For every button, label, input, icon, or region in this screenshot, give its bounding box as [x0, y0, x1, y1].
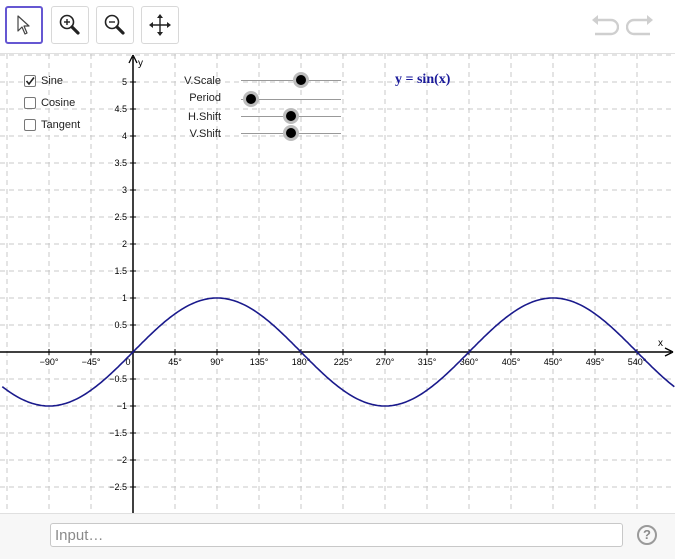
coordinate-plane[interactable]: x y −90° −45° 0 45° 90° 135° 180° 225° 270° 315° 360…: [0, 54, 675, 513]
y-tick-label: −1.5: [109, 428, 127, 438]
function-formula: y = sin(x): [395, 72, 451, 87]
redo-button[interactable]: [625, 12, 657, 40]
toolbar: [0, 0, 675, 54]
y-axis-arrow: [128, 54, 138, 64]
y-tick-label: 1: [122, 293, 127, 303]
x-tick-label: 450°: [544, 357, 563, 367]
x-tick-label: 45°: [168, 357, 182, 367]
y-tick-label: 1.5: [114, 266, 127, 276]
y-tick-label: −1: [117, 401, 127, 411]
y-tick-label: 2: [122, 239, 127, 249]
y-tick-label: 5: [122, 77, 127, 87]
input-bar: ?: [0, 513, 675, 559]
y-tick-label: 3: [122, 185, 127, 195]
sine-curve: [1, 297, 675, 407]
x-tick-label: −45°: [82, 357, 101, 367]
x-tick-label: 540°: [628, 357, 647, 367]
checkbox-tangent[interactable]: Tangent: [24, 117, 80, 133]
x-tick-label: 495°: [586, 357, 605, 367]
y-tick-label: 2.5: [114, 212, 127, 222]
x-axis-label: x: [658, 338, 663, 349]
x-tick-label: 90°: [210, 357, 224, 367]
slider-vshift-knob[interactable]: [283, 125, 299, 141]
move-arrows-icon: [149, 14, 171, 36]
graphics-view[interactable]: x y −90° −45° 0 45° 90° 135° 180° 225° 270° 315° 360…: [0, 54, 675, 513]
undo-button[interactable]: [588, 12, 620, 40]
check-icon: [25, 77, 35, 86]
checkbox-tangent-label: Tangent: [41, 119, 81, 131]
x-tick-label: 180°: [292, 357, 311, 367]
undo-icon: [592, 15, 619, 36]
y-tick-label: −0.5: [109, 374, 127, 384]
move-tool-button[interactable]: [5, 6, 43, 44]
y-tick-label: 4: [122, 131, 127, 141]
checkbox-cosine[interactable]: Cosine: [24, 95, 75, 111]
algebra-input[interactable]: [50, 523, 623, 547]
y-tick-label: −2: [117, 455, 127, 465]
x-axis-arrow: [664, 347, 674, 357]
x-tick-label: 315°: [418, 357, 437, 367]
y-axis-label: y: [138, 58, 143, 69]
x-tick-label: −90°: [40, 357, 59, 367]
slider-vscale-track[interactable]: [241, 80, 341, 81]
slider-period-track[interactable]: [241, 99, 341, 100]
y-tick-label: 0.5: [114, 320, 127, 330]
zoom-out-icon: [104, 14, 125, 35]
checkbox-cosine-label: Cosine: [41, 97, 76, 109]
checkbox-sine[interactable]: Sine: [24, 73, 63, 89]
move-view-button[interactable]: [141, 6, 179, 44]
x-tick-label: 0: [125, 357, 130, 367]
zoom-out-button[interactable]: [96, 6, 134, 44]
slider-vscale-knob[interactable]: [293, 72, 309, 88]
checkbox-tangent-box[interactable]: [24, 119, 36, 131]
y-tick-label: −2.5: [109, 482, 127, 492]
slider-vshift-label: V.Shift: [189, 128, 221, 140]
checkbox-cosine-box[interactable]: [24, 97, 36, 109]
x-tick-label: 225°: [334, 357, 353, 367]
slider-hshift-label: H.Shift: [187, 111, 221, 123]
x-tick-label: 270°: [376, 357, 395, 367]
slider-vscale-label: V.Scale: [184, 75, 221, 87]
x-tick-label: 360°: [460, 357, 479, 367]
redo-icon: [626, 15, 653, 36]
arrow-cursor-icon: [17, 15, 30, 35]
y-tick-label: 4.5: [114, 104, 127, 114]
help-button[interactable]: ?: [637, 525, 657, 545]
y-tick-label: 3.5: [114, 158, 127, 168]
x-tick-label: 405°: [502, 357, 521, 367]
zoom-in-icon: [59, 14, 80, 35]
slider-period-knob[interactable]: [243, 91, 259, 107]
zoom-in-button[interactable]: [51, 6, 89, 44]
slider-hshift-knob[interactable]: [283, 108, 299, 124]
checkbox-sine-box[interactable]: [24, 75, 36, 87]
checkbox-sine-label: Sine: [41, 75, 64, 87]
slider-period-label: Period: [189, 92, 221, 104]
x-tick-label: 135°: [250, 357, 269, 367]
